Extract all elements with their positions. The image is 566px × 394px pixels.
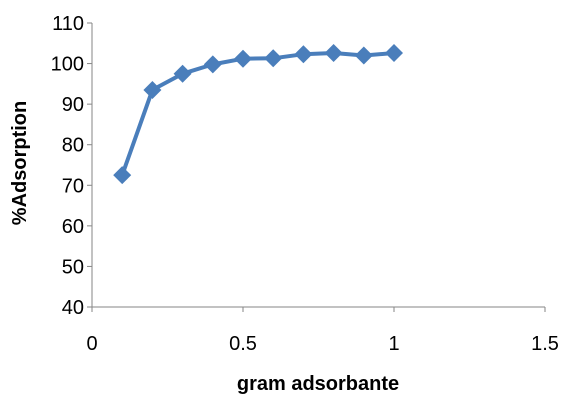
series-line bbox=[120, 51, 395, 176]
data-point bbox=[234, 49, 252, 68]
data-point bbox=[264, 49, 283, 68]
x-tick-label: 0 bbox=[86, 333, 97, 355]
y-tick-label: 40 bbox=[62, 297, 84, 319]
y-axis-ticks: 40 50 60 70 80 90 100 110 bbox=[51, 13, 92, 319]
y-tick-label: 80 bbox=[62, 135, 84, 157]
data-point bbox=[173, 64, 192, 83]
data-point bbox=[294, 45, 313, 64]
x-tick-label: 0.5 bbox=[229, 333, 257, 355]
data-point bbox=[203, 55, 222, 74]
x-axis-ticks: 0 0.5 1 1.5 bbox=[86, 307, 559, 355]
data-point bbox=[354, 46, 373, 65]
data-point bbox=[113, 166, 132, 185]
x-tick-label: 1 bbox=[388, 333, 399, 355]
y-tick-label: 60 bbox=[62, 216, 84, 238]
y-axis-title: %Adsorption bbox=[9, 101, 31, 225]
data-point bbox=[385, 44, 403, 63]
plot-area bbox=[91, 23, 545, 308]
series-layer bbox=[113, 44, 403, 185]
data-point bbox=[143, 80, 162, 99]
x-tick-label: 1.5 bbox=[531, 333, 559, 355]
y-tick-label: 70 bbox=[62, 175, 84, 197]
x-axis-title: gram adsorbante bbox=[237, 373, 399, 394]
data-point bbox=[324, 44, 343, 63]
y-tick-label: 90 bbox=[62, 94, 84, 116]
y-tick-label: 100 bbox=[51, 54, 84, 76]
y-tick-label: 50 bbox=[62, 256, 84, 278]
y-tick-label: 110 bbox=[52, 13, 84, 35]
